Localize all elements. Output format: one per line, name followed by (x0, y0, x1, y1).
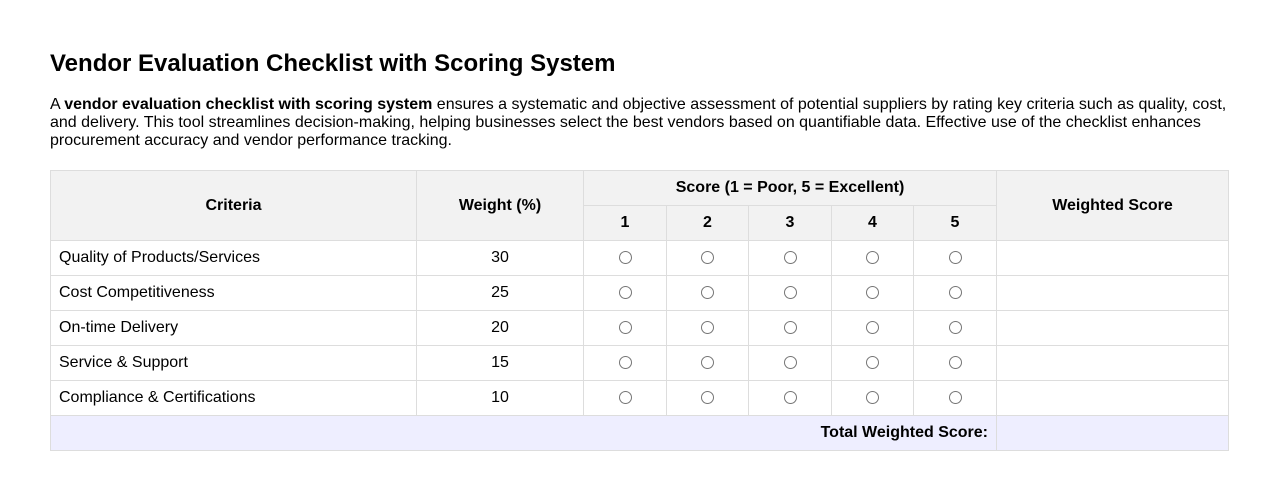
radio-button[interactable] (618, 356, 632, 370)
score-option-4 (831, 275, 914, 311)
intro-paragraph: A vendor evaluation checklist with scori… (50, 96, 1228, 150)
score-option-1 (583, 380, 667, 416)
radio-button[interactable] (701, 251, 714, 265)
criteria-cell: Quality of Products/Services (50, 240, 417, 276)
weighted-score-cell (996, 345, 1229, 381)
criteria-cell: Service & Support (50, 345, 417, 381)
weight-cell: 10 (416, 380, 584, 416)
criteria-cell: On-time Delivery (50, 310, 417, 346)
header-score-4: 4 (831, 205, 914, 241)
score-option-1 (583, 275, 667, 311)
score-option-3 (748, 275, 832, 311)
score-option-2 (666, 310, 749, 346)
evaluation-table: Criteria Weight (%) Score (1 = Poor, 5 =… (50, 170, 1229, 451)
weight-cell: 15 (416, 345, 584, 381)
score-option-3 (748, 240, 832, 276)
radio-button[interactable] (618, 251, 632, 265)
table-row: Service & Support 15 (50, 345, 1229, 381)
radio-button[interactable] (701, 356, 714, 370)
radio-button[interactable] (866, 321, 879, 335)
table-row: Cost Competitiveness 25 (50, 275, 1229, 311)
radio-button[interactable] (701, 286, 714, 300)
table-row: Compliance & Certifications 10 (50, 380, 1229, 416)
weighted-score-cell (996, 240, 1229, 276)
total-row: Total Weighted Score: (50, 415, 1229, 451)
radio-button[interactable] (783, 251, 797, 265)
score-option-5 (913, 380, 997, 416)
header-score-5: 5 (913, 205, 997, 241)
radio-button[interactable] (783, 391, 797, 405)
intro-lead: A (50, 96, 65, 113)
score-option-1 (583, 310, 667, 346)
header-score-3: 3 (748, 205, 832, 241)
intro-rest: ensures a systematic and objective asses… (50, 96, 1227, 149)
score-option-1 (583, 240, 667, 276)
score-option-5 (913, 240, 997, 276)
radio-button[interactable] (783, 356, 797, 370)
total-weighted-score-label: Total Weighted Score: (50, 415, 997, 451)
weighted-score-cell (996, 275, 1229, 311)
header-weighted-score: Weighted Score (996, 170, 1229, 241)
radio-button[interactable] (783, 286, 797, 300)
radio-button[interactable] (866, 286, 879, 300)
header-score-1: 1 (583, 205, 667, 241)
score-option-3 (748, 380, 832, 416)
radio-button[interactable] (866, 251, 879, 265)
score-option-3 (748, 345, 832, 381)
score-option-2 (666, 345, 749, 381)
weighted-score-cell (996, 380, 1229, 416)
radio-button[interactable] (948, 356, 962, 370)
score-option-4 (831, 345, 914, 381)
table-row: Quality of Products/Services 30 (50, 240, 1229, 276)
radio-button[interactable] (783, 321, 797, 335)
weight-cell: 30 (416, 240, 584, 276)
table-row: On-time Delivery 20 (50, 310, 1229, 346)
score-option-5 (913, 345, 997, 381)
score-option-2 (666, 240, 749, 276)
radio-button[interactable] (866, 356, 879, 370)
score-option-2 (666, 275, 749, 311)
intro-bold: vendor evaluation checklist with scoring… (64, 96, 433, 113)
radio-button[interactable] (948, 286, 962, 300)
criteria-cell: Cost Competitiveness (50, 275, 417, 311)
radio-button[interactable] (948, 251, 962, 265)
radio-button[interactable] (948, 391, 962, 405)
score-option-4 (831, 240, 914, 276)
weight-cell: 25 (416, 275, 584, 311)
page-title: Vendor Evaluation Checklist with Scoring… (50, 50, 616, 77)
radio-button[interactable] (866, 391, 879, 405)
score-option-4 (831, 380, 914, 416)
radio-button[interactable] (701, 391, 714, 405)
page: Vendor Evaluation Checklist with Scoring… (50, 50, 1229, 451)
criteria-cell: Compliance & Certifications (50, 380, 417, 416)
header-weight: Weight (%) (416, 170, 584, 241)
score-option-1 (583, 345, 667, 381)
weight-cell: 20 (416, 310, 584, 346)
header-criteria: Criteria (50, 170, 417, 241)
header-score: Score (1 = Poor, 5 = Excellent) (583, 170, 997, 206)
radio-button[interactable] (618, 391, 632, 405)
header-score-2: 2 (666, 205, 749, 241)
radio-button[interactable] (618, 286, 632, 300)
radio-button[interactable] (701, 321, 714, 335)
radio-button[interactable] (618, 321, 632, 335)
total-weighted-score-value (996, 415, 1229, 451)
score-option-3 (748, 310, 832, 346)
radio-button[interactable] (948, 321, 962, 335)
score-option-4 (831, 310, 914, 346)
weighted-score-cell (996, 310, 1229, 346)
score-option-5 (913, 275, 997, 311)
score-option-2 (666, 380, 749, 416)
score-option-5 (913, 310, 997, 346)
